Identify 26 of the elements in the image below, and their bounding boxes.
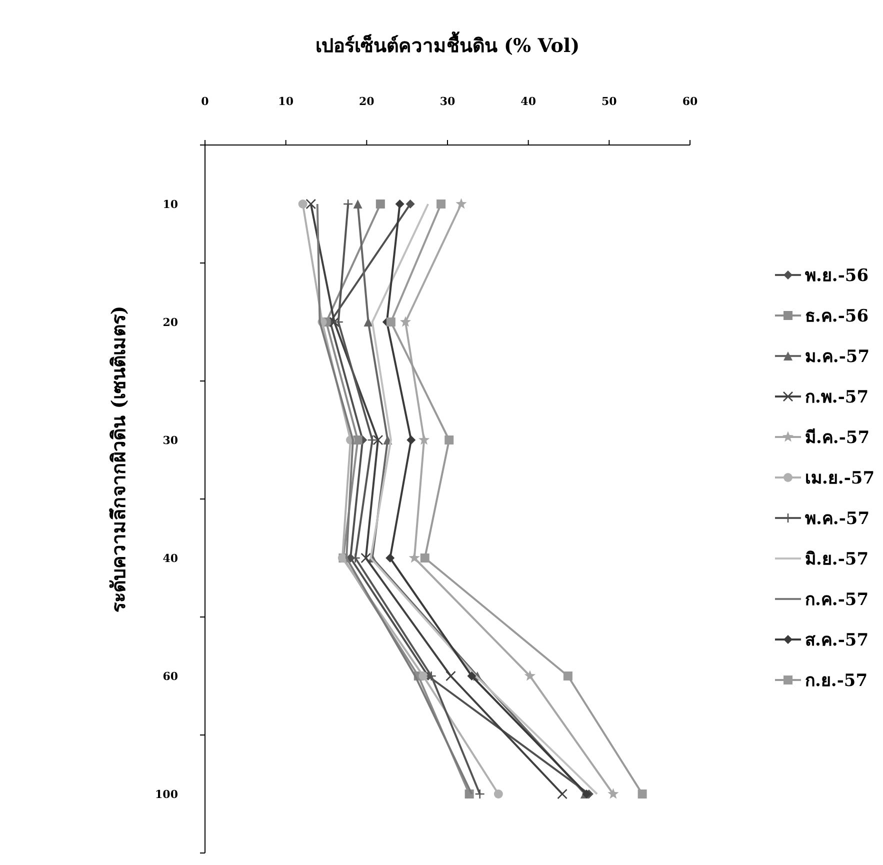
legend-label: ส.ค.-57	[805, 630, 869, 650]
y-tick-label: 20	[162, 316, 178, 329]
legend-label: ก.ย.-57	[805, 671, 868, 691]
y-tick-label: 100	[155, 788, 178, 801]
y-tick-label: 60	[162, 670, 178, 683]
y-axis-title: ระดับความลึกจากผิวดิน (เซนติเมตร)	[108, 306, 130, 612]
y-tick-label: 10	[162, 198, 178, 211]
legend-label: พ.ค.-57	[805, 509, 870, 529]
x-tick-label: 40	[520, 95, 536, 108]
legend-label: ก.ค.-57	[805, 590, 869, 610]
legend-label: มี.ค.-57	[805, 427, 870, 448]
legend-label: ก.พ.-57	[805, 388, 869, 408]
x-tick-label: 60	[682, 95, 698, 108]
legend-label: พ.ย.-56	[805, 266, 869, 286]
y-tick-label: 30	[162, 434, 178, 447]
x-tick-label: 20	[359, 95, 375, 108]
legend-label: ม.ค.-57	[805, 347, 870, 367]
x-tick-label: 0	[201, 95, 210, 108]
legend-label: เม.ย.-57	[805, 468, 875, 488]
x-tick-label: 10	[278, 95, 294, 108]
x-tick-label: 50	[602, 95, 618, 108]
x-axis-title: เปอร์เซ็นต์ความชื้นดิน (% Vol)	[315, 31, 580, 57]
y-tick-label: 40	[162, 552, 178, 565]
legend-label: ธ.ค.-56	[805, 306, 869, 326]
x-tick-label: 30	[440, 95, 456, 108]
legend-label: มิ.ย.-57	[805, 550, 869, 570]
